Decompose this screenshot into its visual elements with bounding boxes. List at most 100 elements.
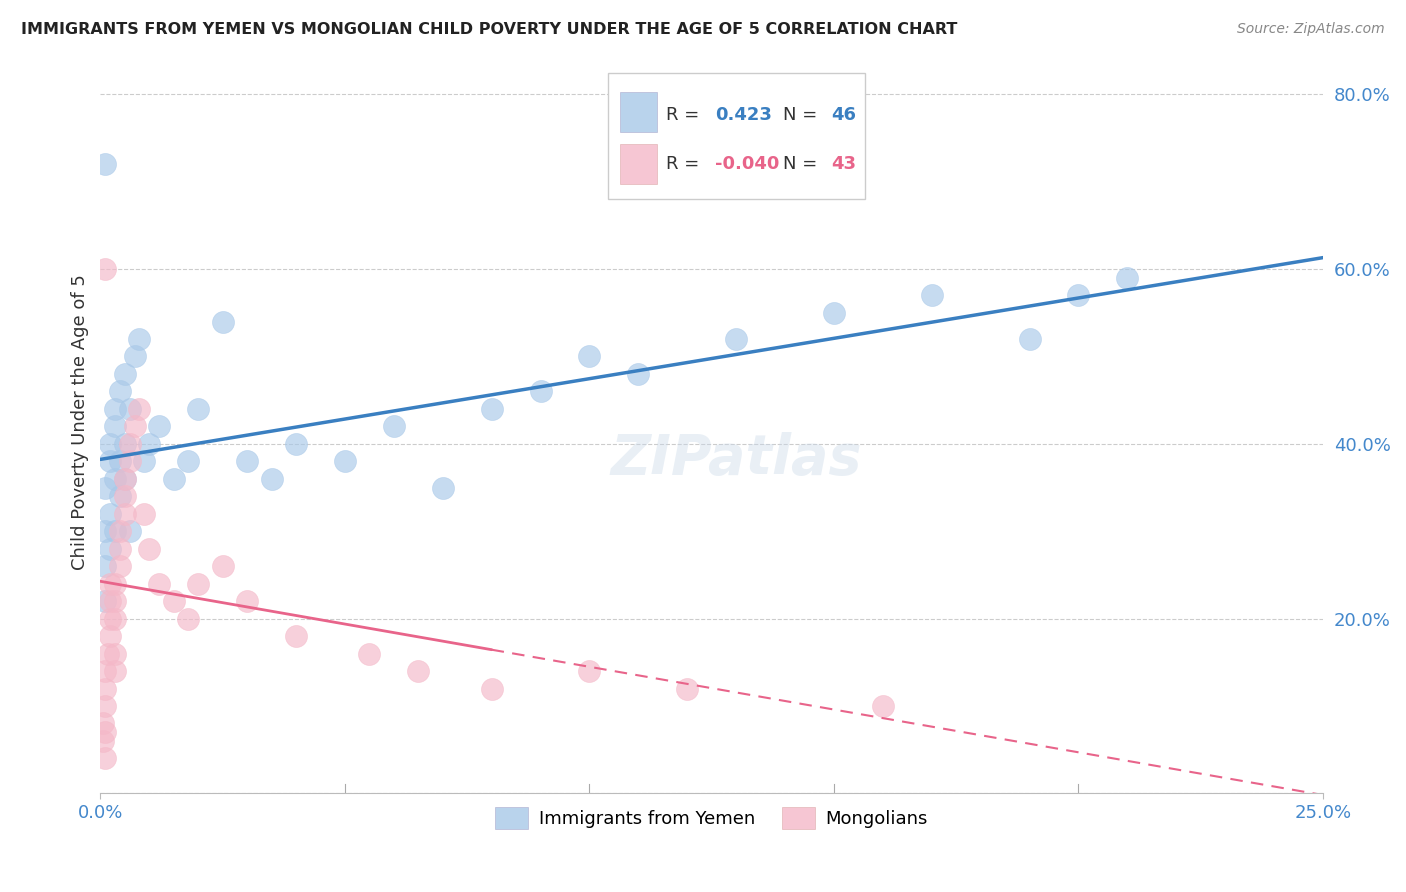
Point [104,419,127,434]
Point [118,401,141,416]
Point [134,454,156,468]
Point [108,384,131,399]
Point [211,559,233,574]
Point [128,401,150,416]
Text: 0.423: 0.423 [716,106,772,124]
Point [108,454,131,468]
Point [138,541,160,556]
Point [124,419,146,434]
Point [94,681,117,696]
Point [98,594,121,608]
Point [725,332,748,346]
Point [148,419,170,434]
Point [1018,332,1040,346]
Point [98,541,121,556]
Point [94,559,117,574]
Text: R =: R = [666,106,706,124]
Point [921,288,943,302]
Point [91,734,114,748]
Point [187,401,209,416]
Point [627,367,650,381]
Point [285,437,308,451]
Point [98,437,121,451]
Point [1067,288,1090,302]
Point [94,157,117,171]
Point [578,350,600,364]
Point [118,437,141,451]
Text: IMMIGRANTS FROM YEMEN VS MONGOLIAN CHILD POVERTY UNDER THE AGE OF 5 CORRELATION : IMMIGRANTS FROM YEMEN VS MONGOLIAN CHILD… [21,22,957,37]
Point [578,664,600,678]
Point [104,594,127,608]
Point [94,524,117,539]
Point [108,541,131,556]
Legend: Immigrants from Yemen, Mongolians: Immigrants from Yemen, Mongolians [488,800,935,837]
Text: N =: N = [783,106,823,124]
Point [94,664,117,678]
Point [333,454,356,468]
Point [94,725,117,739]
Point [114,437,136,451]
Point [1116,270,1139,285]
Point [148,576,170,591]
Point [98,507,121,521]
Point [382,419,405,434]
Point [236,594,259,608]
Point [128,332,150,346]
Point [676,681,699,696]
Text: 46: 46 [831,106,856,124]
Point [138,437,160,451]
Point [114,507,136,521]
Point [98,612,121,626]
Point [134,507,156,521]
Point [823,306,845,320]
Text: N =: N = [783,154,823,173]
Point [98,454,121,468]
Point [236,454,259,468]
Point [104,647,127,661]
Point [177,612,200,626]
Point [260,472,283,486]
Point [114,367,136,381]
Point [481,681,503,696]
Y-axis label: Child Poverty Under the Age of 5: Child Poverty Under the Age of 5 [72,274,89,570]
Text: -0.040: -0.040 [716,154,780,173]
Point [98,576,121,591]
Point [118,454,141,468]
Point [94,698,117,713]
Point [104,664,127,678]
Text: R =: R = [666,154,706,173]
Point [177,454,200,468]
Point [406,664,429,678]
Point [114,489,136,503]
Point [872,698,894,713]
FancyBboxPatch shape [620,92,657,132]
Point [114,472,136,486]
Point [108,559,131,574]
Point [163,472,186,486]
Point [114,472,136,486]
Text: 43: 43 [831,154,856,173]
FancyBboxPatch shape [620,144,657,185]
Point [124,350,146,364]
Point [481,401,503,416]
Point [432,481,454,495]
Point [285,629,308,643]
Point [98,629,121,643]
Point [104,612,127,626]
Point [94,751,117,765]
Point [104,524,127,539]
Point [97,647,120,661]
Point [108,524,131,539]
Point [187,576,209,591]
Point [163,594,186,608]
Point [108,489,131,503]
Point [118,524,141,539]
FancyBboxPatch shape [607,73,865,199]
Point [94,594,117,608]
Point [91,716,114,731]
Point [104,576,127,591]
Point [104,472,127,486]
Point [211,314,233,328]
Point [94,262,117,277]
Text: ZIPatlas: ZIPatlas [610,432,862,486]
